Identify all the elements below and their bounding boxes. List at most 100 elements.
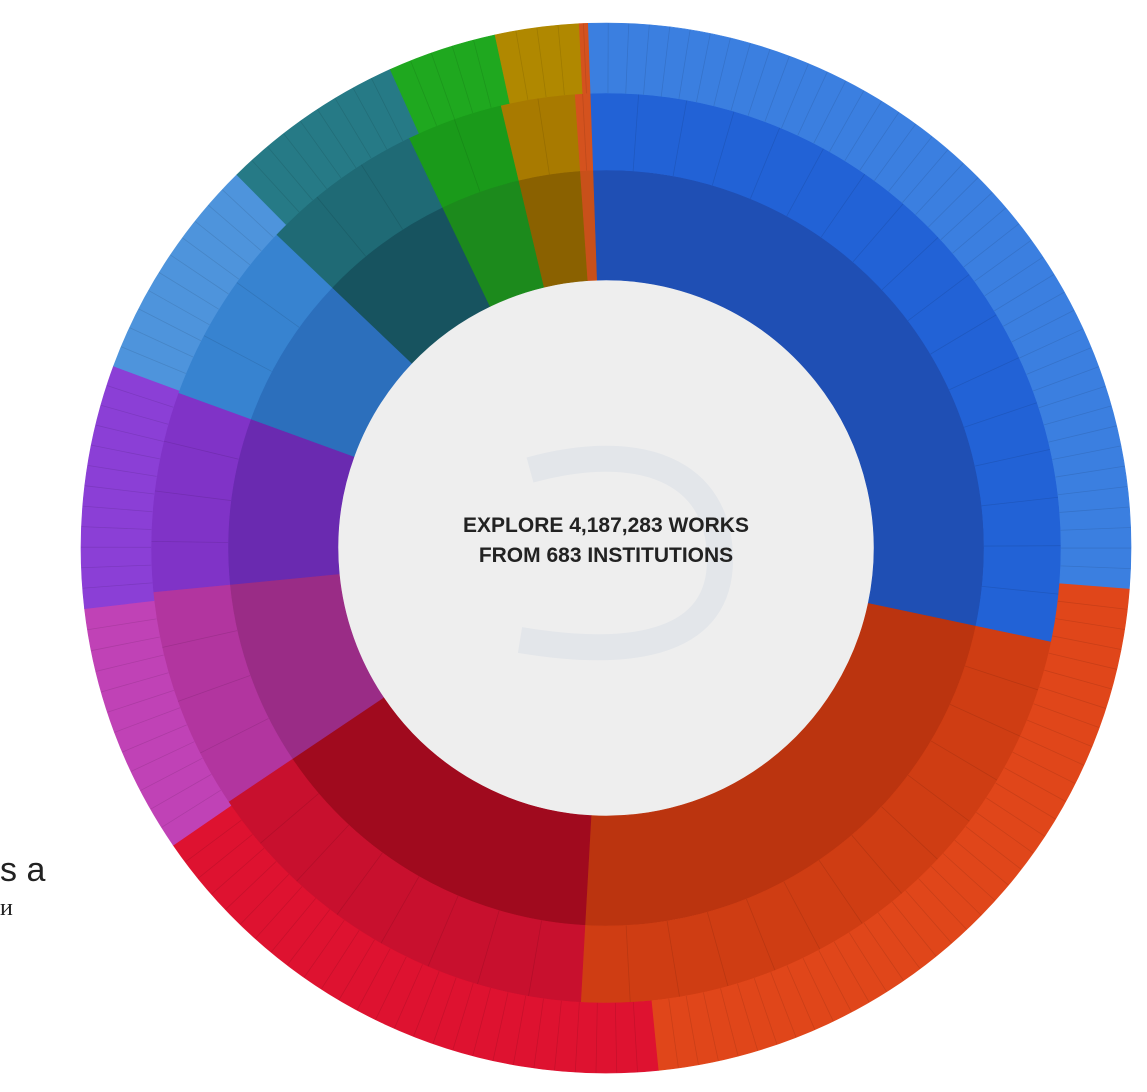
slice-divider: [161, 630, 238, 648]
slice-divider: [182, 237, 240, 280]
slice-divider: [844, 100, 882, 161]
slice-divider: [746, 898, 776, 971]
slice-divider: [696, 33, 711, 103]
slice-divider: [818, 860, 863, 925]
slice-divider: [1059, 506, 1130, 513]
slice-divider: [239, 873, 290, 925]
slice-divider: [818, 950, 852, 1013]
slice-divider: [1032, 366, 1099, 392]
slice-divider: [1057, 600, 1128, 610]
slice-divider: [1004, 767, 1066, 802]
slice-divider: [1055, 465, 1125, 478]
slice-divider: [706, 912, 729, 987]
slice-divider: [199, 718, 269, 754]
slice-divider: [1012, 751, 1076, 784]
slice-divider: [632, 1002, 638, 1073]
slice-divider: [177, 675, 251, 702]
slice-divider: [270, 898, 316, 953]
slice-divider: [930, 740, 998, 781]
slice-divider: [138, 308, 202, 342]
slice-divider: [582, 93, 587, 171]
outer-ring-segment-9[interactable]: [494, 23, 584, 104]
slice-divider: [994, 274, 1055, 312]
slice-divider: [1060, 527, 1131, 531]
slice-divider: [666, 920, 680, 998]
slice-divider: [296, 824, 350, 882]
slice-divider: [964, 665, 1039, 691]
center-disc[interactable]: [338, 280, 874, 816]
slice-divider: [208, 204, 262, 252]
slice-divider: [974, 239, 1032, 282]
slice-divider: [1026, 347, 1092, 375]
slice-divider: [515, 30, 529, 100]
slice-divider: [140, 757, 203, 791]
slice-divider: [432, 977, 457, 1044]
slice-divider: [902, 149, 949, 203]
slice-divider: [352, 87, 388, 150]
slice-divider: [1043, 405, 1112, 426]
slice-divider: [1052, 635, 1122, 650]
slice-divider: [338, 939, 375, 1001]
slice-divider: [554, 1000, 562, 1071]
slice-divider: [928, 177, 979, 228]
slice-divider: [720, 988, 739, 1057]
slice-divider: [984, 256, 1044, 297]
slice-divider: [170, 254, 229, 295]
slice-divider: [537, 98, 550, 175]
slice-divider: [713, 37, 731, 107]
slice-divider: [533, 998, 544, 1069]
slice-divider: [222, 189, 274, 238]
slice-divider: [360, 164, 403, 230]
slice-divider: [632, 94, 640, 172]
side-text-line1: s a: [0, 851, 46, 889]
slice-divider: [940, 192, 993, 241]
slice-divider: [410, 60, 437, 126]
slice-divider: [317, 109, 357, 169]
slice-divider: [820, 173, 866, 238]
slice-divider: [965, 826, 1022, 870]
slice-divider: [91, 636, 160, 652]
slice-divider: [981, 496, 1059, 507]
center-label-line1: EXPLORE 4,187,283 WORKS: [463, 514, 749, 537]
slice-divider: [786, 965, 816, 1030]
slice-divider: [583, 23, 587, 94]
slice-divider: [930, 866, 982, 916]
center-label[interactable]: EXPLORE 4,187,283 WORKS FROM 683 INSTITU…: [386, 511, 826, 571]
slice-divider: [476, 910, 500, 985]
slice-divider: [891, 901, 937, 957]
outer-ring-segment-10[interactable]: [578, 23, 591, 94]
slice-divider: [101, 672, 169, 693]
slice-divider: [813, 80, 847, 144]
slice-divider: [888, 136, 933, 192]
slice-divider: [833, 941, 870, 1003]
slice-divider: [427, 895, 459, 967]
outer-ring-segment-1[interactable]: [587, 22, 1132, 590]
slice-divider: [299, 120, 342, 179]
slice-divider: [764, 55, 790, 122]
slice-divider: [995, 782, 1056, 820]
slice-divider: [122, 724, 187, 753]
slice-divider: [148, 290, 210, 326]
slice-divider: [851, 834, 903, 894]
outer-ring-segment-2[interactable]: [650, 583, 1130, 1071]
slice-divider: [942, 853, 996, 901]
slice-divider: [120, 346, 186, 374]
slice-divider: [163, 440, 239, 460]
slice-divider: [1048, 425, 1117, 443]
slice-divider: [453, 118, 481, 192]
slice-divider: [685, 995, 699, 1065]
slice-divider: [963, 223, 1020, 268]
slice-divider: [881, 806, 939, 860]
slice-divider: [356, 948, 391, 1011]
slice-divider: [737, 983, 759, 1051]
slice-divider: [528, 920, 542, 997]
slice-divider: [574, 1002, 580, 1073]
slice-divider: [753, 978, 778, 1045]
slice-divider: [84, 485, 155, 495]
slice-divider: [161, 789, 222, 828]
slice-divider: [82, 505, 153, 513]
slice-divider: [211, 847, 265, 895]
slice-divider: [907, 774, 970, 822]
slice-divider: [905, 890, 952, 944]
